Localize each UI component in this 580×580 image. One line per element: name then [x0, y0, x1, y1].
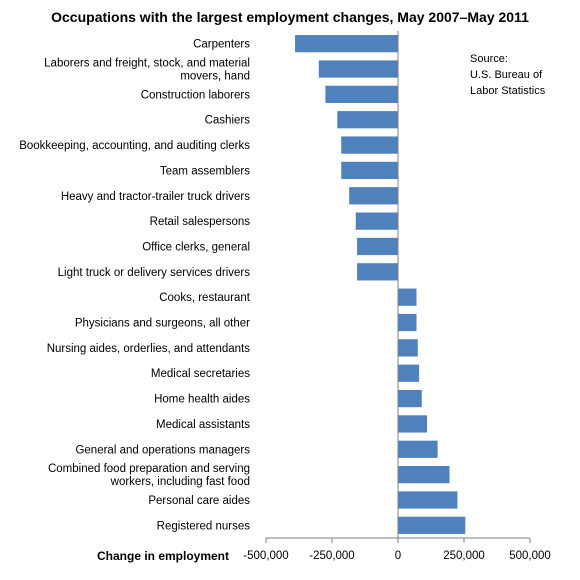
category-label: Office clerks, general — [142, 241, 250, 253]
category-label: Cashiers — [205, 115, 251, 127]
bar — [341, 161, 398, 180]
source-line: Source: — [470, 53, 508, 65]
x-tick-label: -250,000 — [309, 550, 354, 562]
category-label: Light truck or delivery services drivers — [58, 267, 251, 279]
bar — [318, 60, 398, 78]
category-label: Nursing aides, orderlies, and attendants — [47, 343, 251, 355]
bar — [337, 111, 398, 129]
category-label: Registered nurses — [157, 520, 251, 532]
category-label-line: Personal care aides — [148, 495, 250, 507]
bar — [357, 237, 398, 256]
category-label-line: Registered nurses — [157, 520, 251, 532]
bar — [398, 339, 418, 357]
bar-group — [295, 35, 466, 534]
category-label-line: Nursing aides, orderlies, and attendants — [47, 343, 251, 355]
bar — [398, 516, 466, 534]
bar — [357, 263, 398, 281]
category-label-line: Carpenters — [193, 39, 250, 51]
category-label: Medical assistants — [156, 419, 250, 431]
bar — [398, 389, 422, 408]
category-label: Construction laborers — [141, 89, 251, 101]
category-label-line: Medical secretaries — [151, 368, 250, 380]
category-label: Laborers and freight, stock, and materia… — [44, 58, 250, 83]
category-label: Bookkeeping, accounting, and auditing cl… — [19, 140, 250, 152]
x-tick-label: 250,000 — [443, 550, 485, 562]
category-label-line: Combined food preparation and serving — [48, 463, 250, 475]
bar — [398, 364, 420, 382]
category-label-line: Cooks, restaurant — [159, 292, 251, 304]
x-axis-ticks: -500,000 -250,000 0 250,000 500,000 — [243, 538, 551, 562]
category-label-line: Laborers and freight, stock, and materia… — [44, 58, 250, 70]
category-label-line: workers, including fast food — [110, 476, 250, 488]
category-label-line: Cashiers — [205, 115, 251, 127]
category-label: Home health aides — [154, 394, 250, 406]
bar — [398, 288, 417, 306]
category-label-line: General and operations managers — [75, 444, 250, 456]
category-label-line: Home health aides — [154, 394, 250, 406]
category-label-line: Light truck or delivery services drivers — [58, 267, 251, 279]
bar — [398, 440, 438, 458]
category-label-line: Construction laborers — [141, 89, 251, 101]
category-labels: Carpenters Laborers and freight, stock, a… — [19, 39, 251, 533]
category-label: Team assemblers — [160, 165, 250, 177]
bar — [341, 136, 398, 154]
x-axis-label: Change in employment — [97, 549, 229, 563]
category-label: Combined food preparation and serving wor… — [48, 463, 250, 488]
category-label: Personal care aides — [148, 495, 250, 507]
bar — [398, 466, 450, 484]
category-label: General and operations managers — [75, 444, 250, 456]
source-note: Source: U.S. Bureau of Labor Statistics — [470, 53, 546, 97]
x-tick-label: 500,000 — [509, 550, 551, 562]
category-label-line: movers, hand — [180, 71, 250, 83]
category-label: Cooks, restaurant — [159, 292, 251, 304]
bar — [349, 187, 398, 205]
bar — [398, 415, 428, 433]
x-tick-label: -500,000 — [243, 550, 288, 562]
category-label: Retail salespersons — [150, 216, 251, 228]
category-label: Medical secretaries — [151, 368, 250, 380]
bar — [295, 35, 398, 53]
bar — [355, 212, 398, 230]
chart-title: Occupations with the largest employment … — [51, 9, 529, 25]
category-label-line: Retail salespersons — [150, 216, 251, 228]
bar — [325, 85, 398, 103]
source-line: Labor Statistics — [470, 85, 546, 97]
category-label-line: Heavy and tractor-trailer truck drivers — [61, 191, 250, 203]
x-tick-label: 0 — [395, 550, 401, 562]
category-label-line: Medical assistants — [156, 419, 250, 431]
category-label-line: Physicians and surgeons, all other — [75, 318, 250, 330]
bar — [398, 491, 458, 509]
category-label-line: Team assemblers — [160, 165, 250, 177]
bar — [398, 313, 417, 332]
category-label: Physicians and surgeons, all other — [75, 318, 250, 330]
category-label-line: Office clerks, general — [142, 241, 250, 253]
category-label: Carpenters — [193, 39, 250, 51]
category-label-line: Bookkeeping, accounting, and auditing cl… — [19, 140, 250, 152]
category-label: Heavy and tractor-trailer truck drivers — [61, 191, 250, 203]
source-line: U.S. Bureau of — [470, 69, 543, 81]
